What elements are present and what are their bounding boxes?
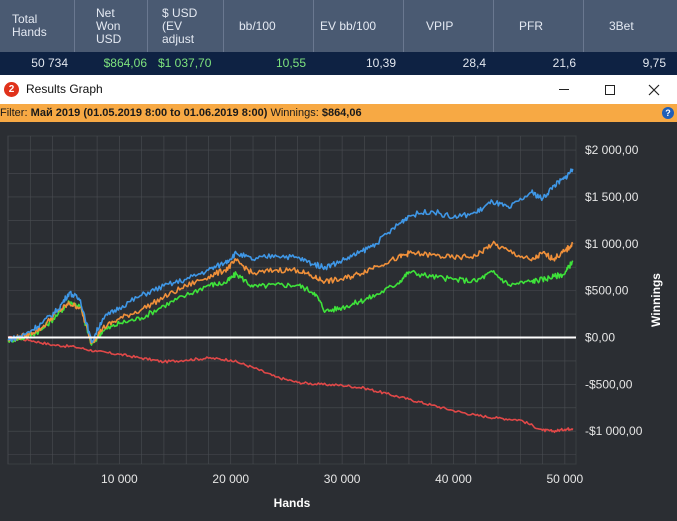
value-3bet: 9,75 xyxy=(642,56,666,70)
header-ev-bb100[interactable]: EV bb/100 xyxy=(314,0,404,52)
results-chart: $2 000,00 $1 500,00 $1 000,00 $500,00 $0,00 -… xyxy=(7,135,663,510)
winnings-label: Winnings: xyxy=(270,107,319,119)
minimize-icon xyxy=(559,89,569,90)
y-tick-label: $0,00 xyxy=(585,330,615,344)
window-title-bar[interactable]: 2 Results Graph xyxy=(0,75,677,104)
value-bb100: 10,55 xyxy=(275,56,306,70)
header-3bet[interactable]: 3Bet xyxy=(609,18,634,33)
filter-bar[interactable]: Filter: Май 2019 (01.05.2019 8:00 to 01.… xyxy=(0,104,677,122)
y-tick-label: $1 000,00 xyxy=(585,237,639,251)
close-icon xyxy=(648,84,660,95)
close-button[interactable] xyxy=(631,75,677,104)
y-tick-label: -$1 000,00 xyxy=(585,424,643,438)
window-title: Results Graph xyxy=(26,82,103,96)
x-axis-title: Hands xyxy=(274,496,311,510)
y-tick-label: $1 500,00 xyxy=(585,190,639,204)
maximize-icon xyxy=(605,84,615,95)
plot-area xyxy=(7,135,577,465)
header-ev-adjusted[interactable]: $ USD (EV adjust xyxy=(148,0,224,52)
x-tick-label: 20 000 xyxy=(212,472,249,486)
winnings-value: $864,06 xyxy=(321,107,362,119)
value-total-hands: 50 734 xyxy=(31,56,68,70)
help-icon[interactable]: ? xyxy=(662,107,674,119)
header-pfr[interactable]: PFR xyxy=(494,0,584,52)
series-line-blue xyxy=(7,168,574,343)
header-bb100[interactable]: bb/100 xyxy=(224,0,314,52)
header-total-hands[interactable]: Total Hands xyxy=(0,0,75,52)
value-ev-bb100: 10,39 xyxy=(365,56,396,70)
value-pfr: 21,6 xyxy=(552,56,576,70)
x-tick-label: 40 000 xyxy=(435,472,472,486)
value-ev-adjusted: $1 037,70 xyxy=(158,56,212,70)
results-graph: $2 000,00 $1 500,00 $1 000,00 $500,00 $0,00 -… xyxy=(0,122,677,521)
value-net-won: $864,06 xyxy=(103,56,147,70)
stats-table: Total Hands Net Won USD $ USD (EV adjust… xyxy=(0,0,677,75)
y-tick-label: -$500,00 xyxy=(585,377,633,391)
x-tick-label: 30 000 xyxy=(324,472,361,486)
value-vpip: 28,4 xyxy=(462,56,486,70)
y-axis-title: Winnings xyxy=(649,273,663,327)
stats-values-row[interactable]: 50 734 $864,06 $1 037,70 10,55 10,39 28,… xyxy=(0,52,677,75)
y-tick-label: $500,00 xyxy=(585,284,629,298)
filter-value: Май 2019 (01.05.2019 8:00 to 01.06.2019 … xyxy=(30,107,268,119)
stats-header-row: Total Hands Net Won USD $ USD (EV adjust… xyxy=(0,0,677,52)
maximize-button[interactable] xyxy=(587,75,633,104)
x-tick-label: 10 000 xyxy=(101,472,138,486)
x-tick-label: 50 000 xyxy=(547,472,584,486)
minimize-button[interactable] xyxy=(541,75,587,104)
header-vpip[interactable]: VPIP xyxy=(404,0,494,52)
series-line-red xyxy=(7,335,574,434)
app-logo-icon: 2 xyxy=(4,82,19,97)
filter-label: Filter: xyxy=(0,107,28,119)
header-net-won[interactable]: Net Won USD xyxy=(75,0,148,52)
y-tick-label: $2 000,00 xyxy=(585,143,639,157)
